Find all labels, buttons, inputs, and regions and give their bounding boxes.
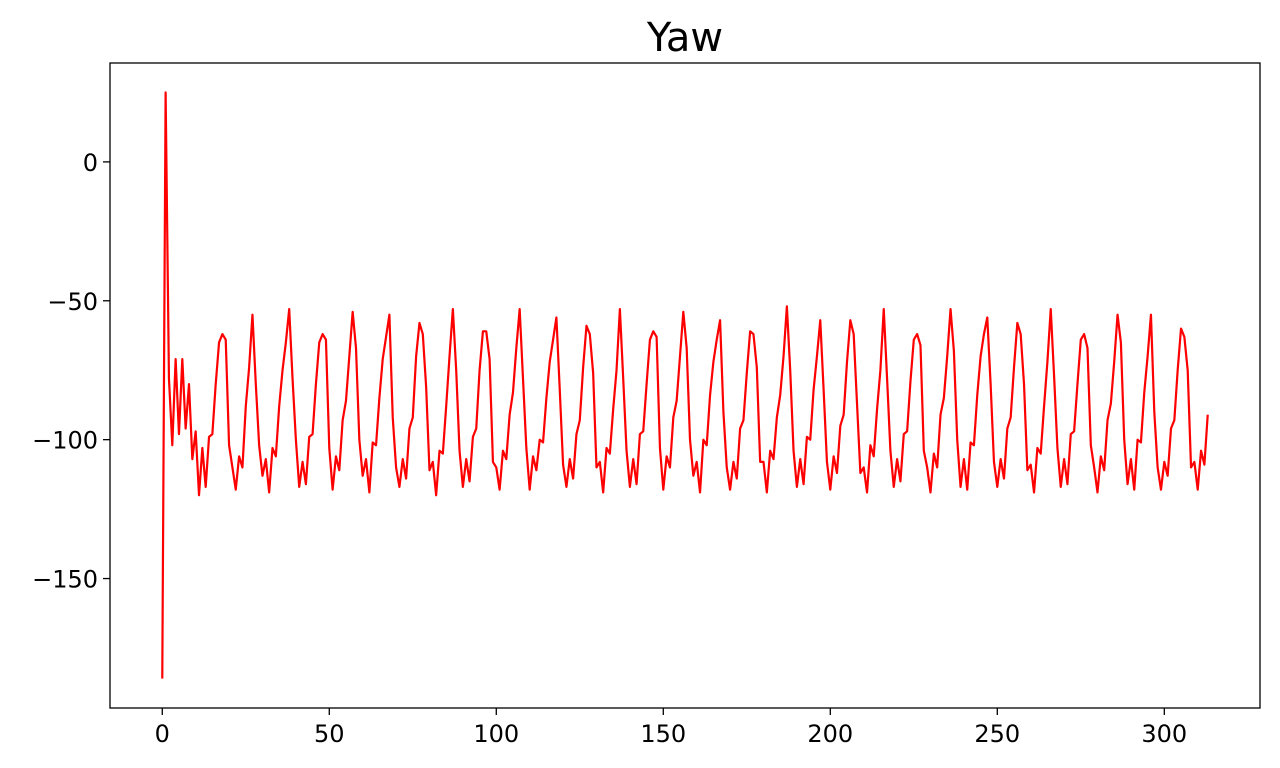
y-tick-label: −150 [32,566,98,594]
y-tick-label: 0 [83,149,98,177]
y-tick-label: −50 [47,288,98,316]
plot-frame [109,62,1261,709]
x-tick-label: 0 [155,720,170,748]
x-tick-label: 300 [1141,720,1187,748]
chart-title: Yaw [646,15,723,61]
data-line [161,91,1209,679]
x-tick-label: 250 [974,720,1020,748]
x-tick-label: 50 [314,720,345,748]
x-tick-label: 150 [640,720,686,748]
x-tick-label: 200 [807,720,853,748]
x-tick-label: 100 [473,720,519,748]
y-tick-label: −100 [32,427,98,455]
